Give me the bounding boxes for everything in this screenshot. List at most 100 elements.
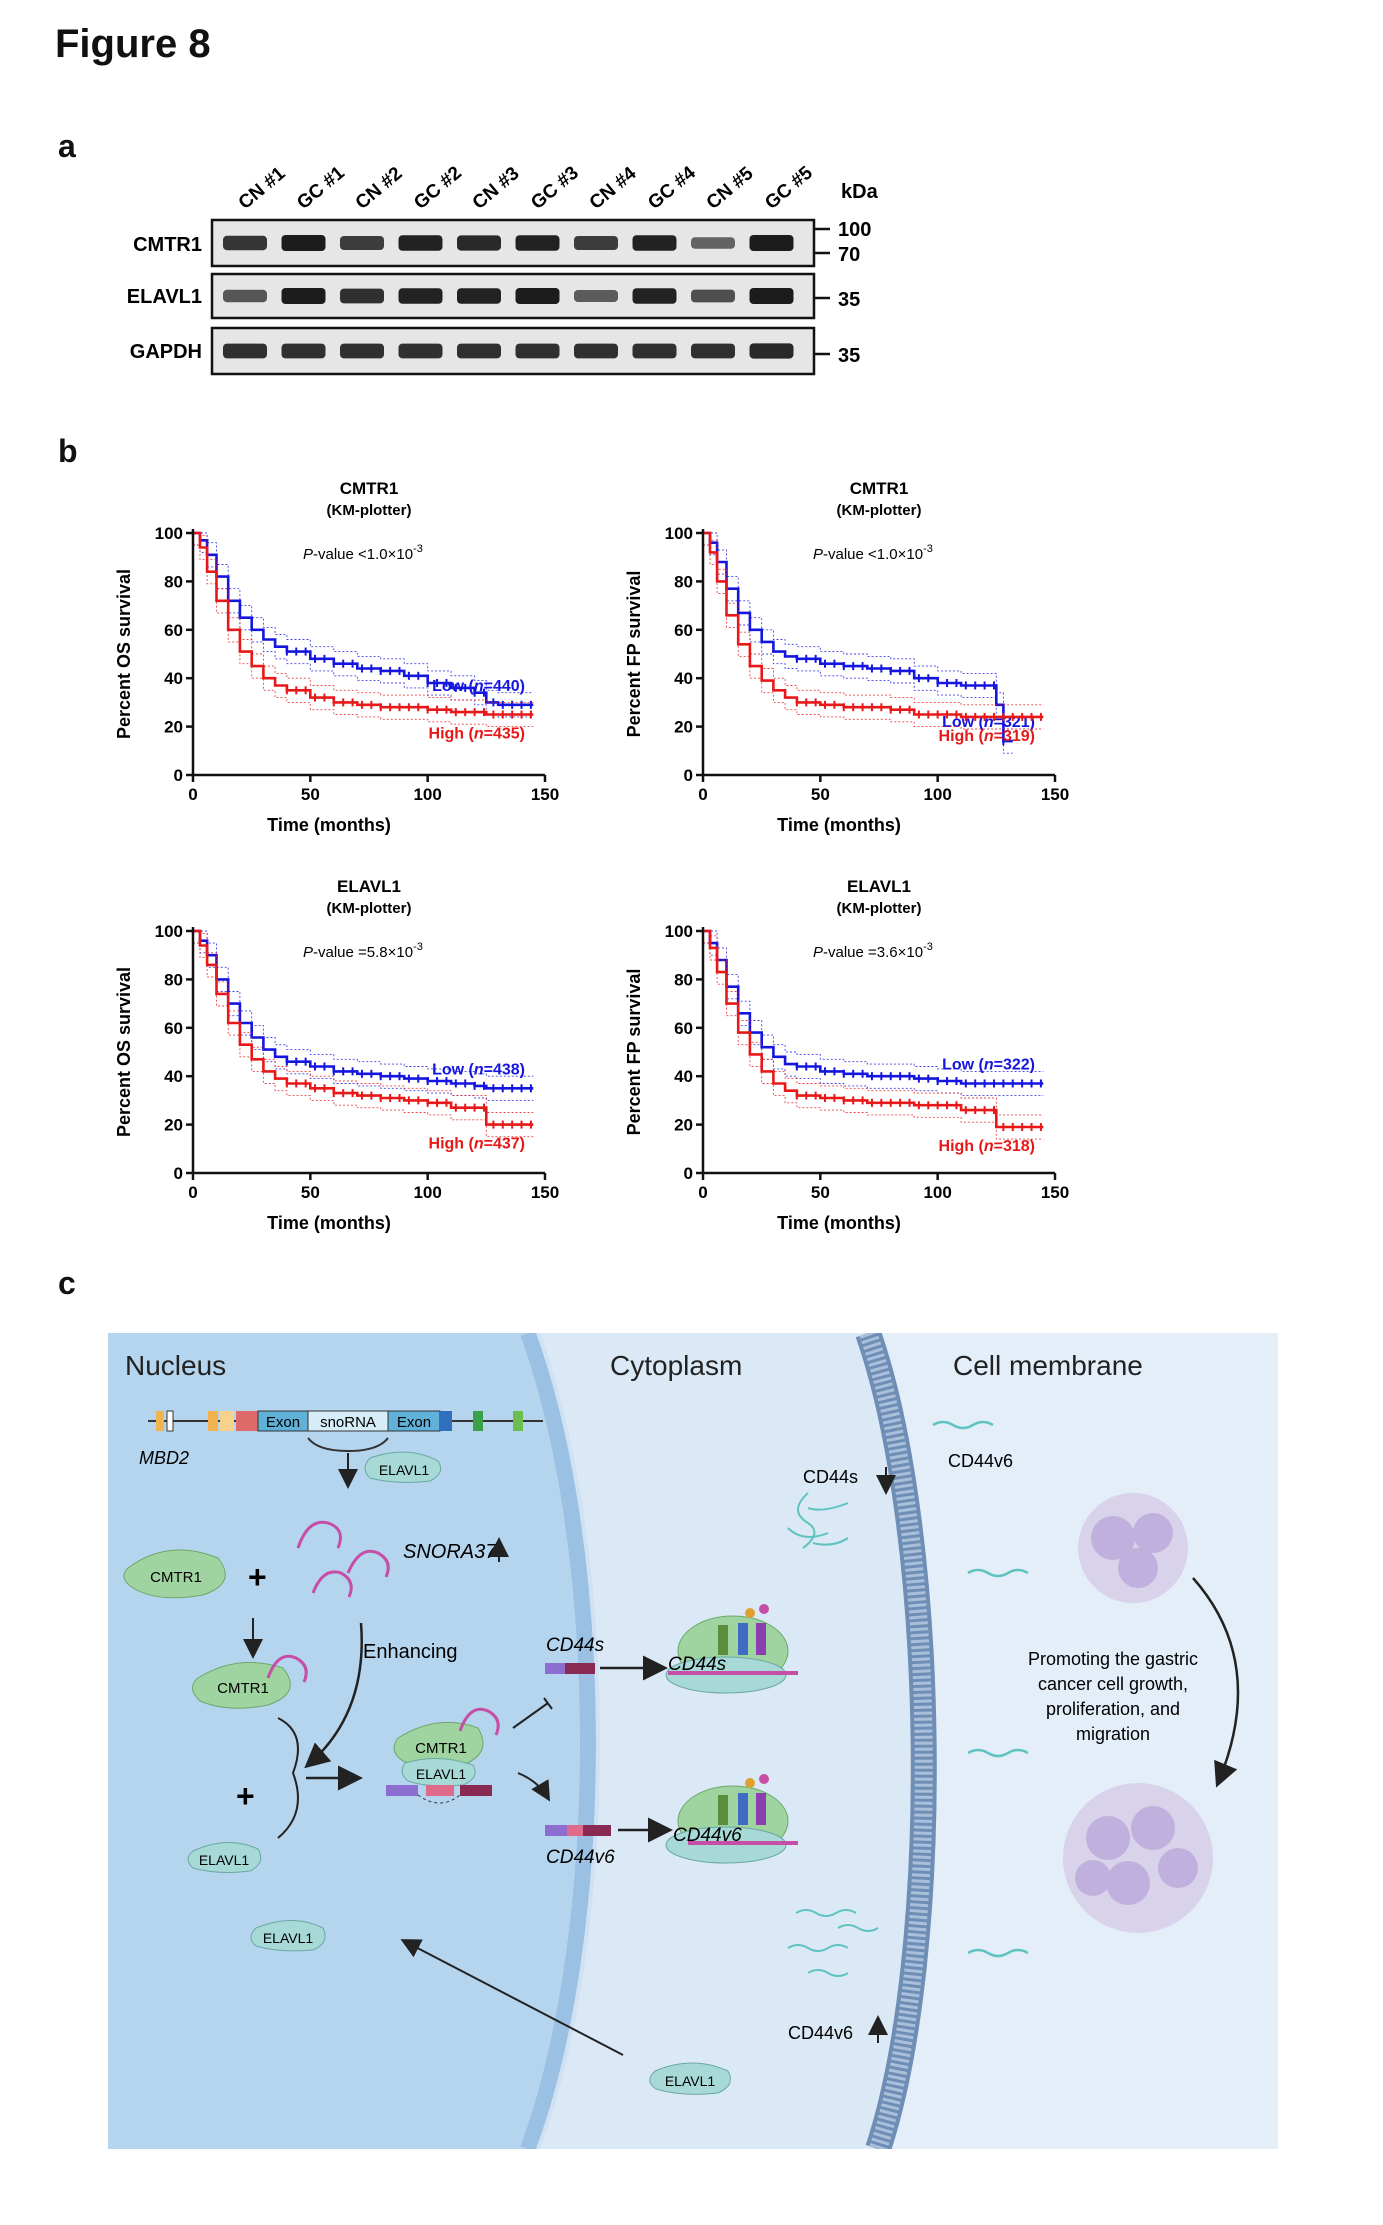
blot-band: [223, 289, 267, 303]
elavl1-label-lower: ELAVL1: [199, 1852, 250, 1868]
lane-label: CN #5: [703, 163, 758, 214]
blot-band: [340, 288, 384, 304]
cd44v6-label-cytoplasm: CD44v6: [673, 1825, 742, 1846]
blot-label-elavl1: ELAVL1: [127, 286, 202, 308]
km-y-label: Percent OS survival: [114, 569, 134, 739]
blot-band: [281, 343, 326, 359]
enhancing-label: Enhancing: [363, 1641, 458, 1663]
km-y-tick: 20: [164, 718, 183, 737]
marker-100: 100: [838, 219, 871, 241]
elavl1-protein-lower: [187, 1841, 262, 1873]
promoting-text: Promoting the gastric cancer cell growth…: [1028, 1649, 1198, 1744]
km-y-tick: 60: [674, 1019, 693, 1038]
lane-label: CN #3: [469, 163, 524, 214]
km-confidence-band: [193, 532, 534, 703]
km-p-value: P-value =5.8×10-3: [303, 941, 423, 961]
elavl1-protein-bottom-left: [250, 1920, 326, 1952]
blot-band: [691, 237, 735, 249]
cmtr1-protein-top: [123, 1549, 226, 1599]
blot-band: [223, 235, 267, 251]
km-title: ELAVL1: [337, 877, 401, 896]
km-plot-elavl1-os: ELAVL1 (KM-plotter) P-value =5.8×10-3 Low (…: [114, 877, 559, 1233]
gene-name-mbd2: MBD2: [139, 1448, 189, 1468]
km-y-label: Percent FP survival: [624, 969, 644, 1136]
blot-band: [457, 288, 501, 304]
km-title: CMTR1: [340, 479, 399, 498]
blot-lane-labels: CN #1 GC #1 CN #2 GC #2 CN #3 GC #3 CN #4 GC #4…: [235, 162, 817, 214]
km-y-tick: 100: [665, 524, 693, 543]
km-y-tick: 20: [674, 1116, 693, 1135]
km-x-tick: 0: [188, 1183, 197, 1202]
km-y-tick: 0: [684, 1164, 693, 1183]
blot-band: [340, 236, 384, 250]
elavl1-label-top: ELAVL1: [379, 1462, 430, 1478]
blot-band: [632, 235, 677, 251]
blot-elavl1: ELAVL1 35: [127, 272, 860, 320]
km-curve-high: [193, 929, 534, 1126]
km-series-label: High (n=319): [939, 728, 1035, 745]
blot-band: [749, 343, 794, 359]
blot-band: [574, 290, 618, 302]
panel-letter-b: b: [58, 433, 78, 469]
elavl1-label-central: ELAVL1: [416, 1766, 467, 1782]
region-cytoplasm: Cytoplasm: [610, 1350, 742, 1381]
region-cell-membrane: Cell membrane: [953, 1350, 1143, 1381]
km-confidence-band: [193, 544, 534, 728]
cmtr1-complex: [192, 1661, 291, 1709]
lane-label: GC #4: [644, 162, 700, 214]
blot-band: [515, 235, 560, 251]
km-plot-elavl1-fp: ELAVL1 (KM-plotter) P-value =3.6×10-3 Low (…: [624, 877, 1069, 1233]
blot-cmtr1: CMTR1 100 70: [133, 218, 871, 268]
km-confidence-band: [703, 942, 1044, 1140]
marker-35-gapdh: 35: [838, 345, 860, 367]
km-title: CMTR1: [850, 479, 909, 498]
svg-text:migration: migration: [1076, 1724, 1150, 1744]
km-x-label: Time (months): [267, 1213, 391, 1233]
lane-label: CN #2: [352, 163, 407, 214]
km-x-tick: 0: [698, 1183, 707, 1202]
ribosome-cd44s: [665, 1604, 798, 1694]
km-series-label: High (n=435): [429, 726, 525, 743]
km-y-tick: 80: [674, 572, 693, 591]
km-subtitle: (KM-plotter): [837, 900, 922, 917]
snora37-label: SNORA37: [403, 1541, 497, 1563]
blot-band: [691, 343, 735, 359]
km-x-tick: 50: [301, 785, 320, 804]
blot-band: [281, 235, 326, 251]
cd44s-fragments: [787, 1492, 849, 1549]
elavl1-label-bottom-right: ELAVL1: [665, 2073, 716, 2089]
km-title: ELAVL1: [847, 877, 911, 896]
km-x-label: Time (months): [267, 815, 391, 835]
km-y-label: Percent FP survival: [624, 571, 644, 738]
blot-band: [749, 288, 794, 304]
km-p-value: P-value <1.0×10-3: [813, 543, 933, 563]
km-series-label: Low (n=322): [942, 1056, 1035, 1073]
cd44v6-up-label: CD44v6: [788, 2023, 853, 2043]
cd44s-label-cytoplasm: CD44s: [668, 1654, 727, 1675]
km-y-tick: 80: [164, 970, 183, 989]
km-series-label: High (n=318): [939, 1138, 1035, 1155]
cd44v6-fragments: [787, 1909, 879, 1977]
km-y-tick: 40: [164, 1067, 183, 1086]
mbd2-gene-structure: Exon snoRNA Exon MBD2: [139, 1410, 543, 1468]
km-curve-high: [193, 531, 534, 716]
km-x-tick: 100: [923, 1183, 951, 1202]
marker-35-elavl1: 35: [838, 289, 860, 311]
blot-band: [691, 289, 735, 303]
blot-band: [632, 343, 677, 359]
km-y-tick: 20: [164, 1116, 183, 1135]
km-confidence-band: [703, 544, 1013, 754]
km-confidence-band: [193, 942, 534, 1138]
km-confidence-band: [703, 544, 1044, 730]
cancer-cell-cluster-large: [1063, 1783, 1213, 1933]
lane-label: CN #4: [586, 163, 641, 214]
km-x-tick: 150: [1041, 1183, 1069, 1202]
km-subtitle: (KM-plotter): [327, 502, 412, 519]
gene-exon-2: Exon: [397, 1414, 431, 1431]
km-x-tick: 0: [698, 785, 707, 804]
blot-band: [281, 288, 326, 304]
km-series-label: Low (n=438): [432, 1061, 525, 1078]
cancer-cell-cluster-small: [1078, 1493, 1188, 1603]
lane-label: GC #1: [293, 162, 349, 214]
kda-label: kDa: [841, 181, 879, 203]
